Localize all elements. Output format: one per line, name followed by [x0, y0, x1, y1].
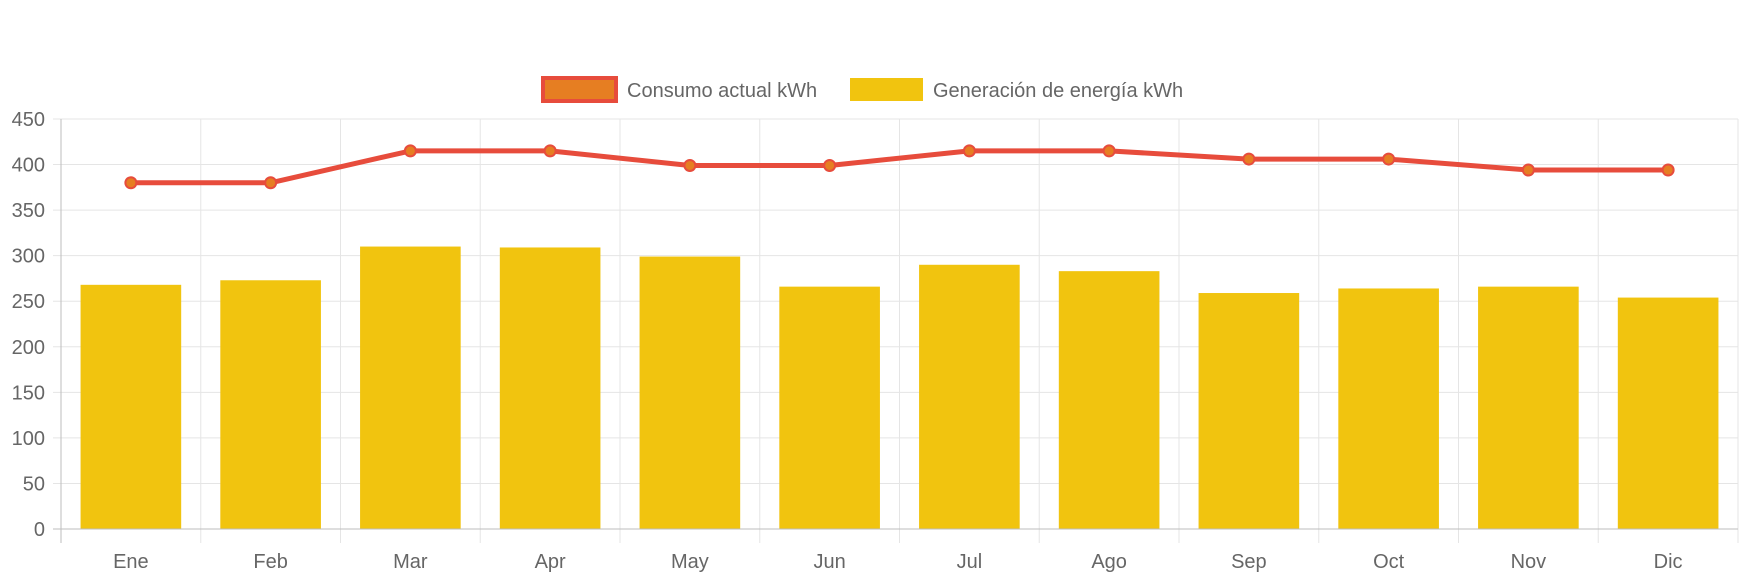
line-point[interactable] [683, 158, 697, 172]
x-tick-label: Apr [535, 551, 566, 573]
y-tick-label: 150 [12, 382, 45, 404]
bar[interactable] [499, 247, 601, 529]
legend: Consumo actual kWh Generación de energía… [541, 76, 1183, 103]
y-tick-label: 250 [12, 291, 45, 313]
y-tick-label: 450 [12, 109, 45, 131]
bar[interactable] [80, 284, 182, 529]
line-point[interactable] [1382, 152, 1396, 166]
x-tick-label: Nov [1511, 551, 1547, 573]
x-tick-label: Ene [113, 551, 149, 573]
x-tick-label: Ago [1091, 551, 1127, 573]
y-tick-label: 300 [12, 246, 45, 268]
x-tick-label: Jun [814, 551, 846, 573]
x-tick-label: Feb [253, 551, 287, 573]
x-tick-label: Mar [393, 551, 428, 573]
line-point[interactable] [403, 144, 417, 158]
bar[interactable] [779, 286, 880, 529]
legend-swatch-generacion [850, 78, 923, 101]
y-tick-label: 50 [23, 473, 45, 495]
y-tick-label: 0 [34, 519, 45, 541]
bar-series [80, 246, 1719, 530]
y-tick-label: 350 [12, 200, 45, 222]
y-tick-label: 400 [12, 155, 45, 177]
bar[interactable] [220, 280, 321, 529]
line-point[interactable] [1242, 152, 1256, 166]
line-point[interactable] [264, 176, 278, 190]
legend-item-consumo[interactable]: Consumo actual kWh [541, 76, 817, 103]
line-path [130, 148, 1669, 186]
legend-item-generacion[interactable]: Generación de energía kWh [850, 78, 1183, 102]
legend-label-generacion: Generación de energía kWh [933, 80, 1183, 102]
line-point[interactable] [1661, 163, 1675, 177]
legend-label-consumo: Consumo actual kWh [627, 80, 817, 102]
line-point[interactable] [1102, 144, 1116, 158]
bar[interactable] [1617, 297, 1719, 529]
x-tick-label: Oct [1373, 551, 1405, 573]
axes: 0 50 100 150 200 250 300 350 400 450 Ene Feb Mar Apr M… [12, 109, 1738, 573]
bar[interactable] [1478, 286, 1579, 529]
line-point[interactable] [124, 176, 138, 190]
bar[interactable] [1198, 293, 1300, 529]
line-point[interactable] [823, 158, 837, 172]
grid [53, 118, 1739, 543]
legend-swatch-consumo [541, 76, 618, 103]
bar[interactable] [1338, 288, 1439, 529]
line-point[interactable] [962, 144, 976, 158]
x-tick-label: Dic [1654, 551, 1683, 573]
bar[interactable] [919, 264, 1020, 529]
bar[interactable] [639, 256, 741, 529]
line-point[interactable] [543, 144, 557, 158]
line-point[interactable] [1521, 163, 1535, 177]
x-tick-label: May [671, 551, 709, 573]
y-tick-label: 200 [12, 337, 45, 359]
line-series [124, 144, 1675, 190]
y-tick-label: 100 [12, 428, 45, 450]
x-tick-label: Jul [957, 551, 983, 573]
x-tick-label: Sep [1231, 551, 1267, 573]
bar[interactable] [360, 246, 461, 530]
bar[interactable] [1058, 271, 1160, 529]
